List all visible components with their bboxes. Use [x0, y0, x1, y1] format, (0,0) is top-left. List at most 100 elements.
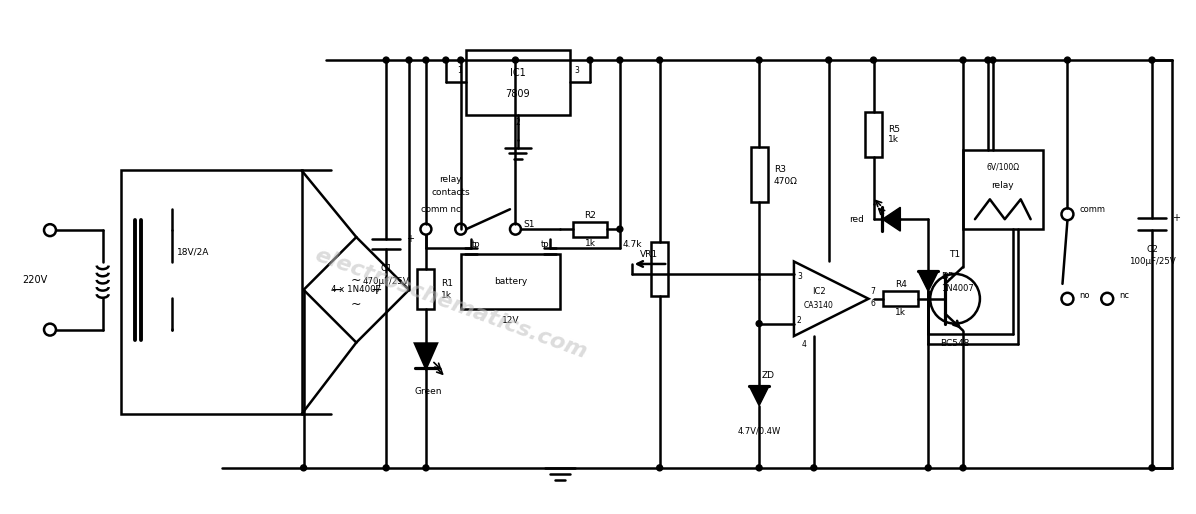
Circle shape [407, 57, 411, 63]
Text: IC2: IC2 [812, 287, 825, 296]
Circle shape [960, 57, 966, 63]
Circle shape [423, 465, 429, 471]
Circle shape [1149, 57, 1155, 63]
Circle shape [300, 465, 306, 471]
Circle shape [657, 57, 663, 63]
Text: 4 x 1N4007: 4 x 1N4007 [331, 285, 382, 295]
Text: S1: S1 [524, 219, 535, 229]
Text: electroschematics.com: electroschematics.com [312, 245, 590, 362]
Bar [573, 222, 608, 236]
Text: R3: R3 [774, 165, 786, 174]
Text: C2: C2 [1146, 245, 1158, 253]
Text: 220V: 220V [23, 275, 48, 285]
Text: 3: 3 [797, 272, 801, 281]
Circle shape [383, 465, 389, 471]
Circle shape [756, 57, 762, 63]
Circle shape [811, 465, 817, 471]
Text: +: + [371, 283, 382, 297]
Text: 470Ω: 470Ω [774, 177, 798, 186]
Text: nc: nc [1119, 291, 1129, 300]
Text: ~: ~ [352, 273, 361, 286]
Text: 4: 4 [801, 340, 806, 348]
Text: ~: ~ [352, 298, 361, 311]
Text: R2: R2 [584, 211, 596, 219]
Text: 1k: 1k [441, 290, 452, 300]
Text: tp: tp [471, 240, 480, 249]
Text: 7809: 7809 [506, 89, 530, 99]
Text: +: + [407, 234, 414, 244]
Text: relay: relay [991, 181, 1014, 190]
Text: 100μF/25V: 100μF/25V [1129, 258, 1176, 266]
Circle shape [587, 57, 593, 63]
Circle shape [458, 57, 464, 63]
Text: R4: R4 [895, 280, 907, 289]
Text: 2: 2 [797, 316, 801, 325]
Bar [417, 269, 434, 309]
Circle shape [960, 465, 966, 471]
Bar [460, 254, 560, 309]
Polygon shape [415, 343, 437, 369]
Circle shape [423, 57, 429, 63]
Text: red: red [849, 215, 864, 224]
Text: T1: T1 [950, 249, 960, 259]
Circle shape [756, 465, 762, 471]
Text: +: + [1172, 213, 1180, 223]
Circle shape [657, 465, 663, 471]
Bar [751, 147, 768, 202]
Text: tp: tp [541, 240, 550, 249]
Circle shape [926, 465, 932, 471]
Circle shape [443, 57, 448, 63]
Text: 18V/2A: 18V/2A [177, 248, 209, 256]
Circle shape [617, 226, 623, 232]
Text: C1: C1 [380, 264, 392, 273]
Circle shape [756, 321, 762, 326]
Text: CA3140: CA3140 [804, 301, 834, 310]
Bar [121, 171, 301, 414]
Circle shape [990, 57, 996, 63]
Text: 7: 7 [871, 287, 875, 296]
Text: comm: comm [1079, 205, 1105, 214]
Text: 1k: 1k [896, 308, 907, 317]
Bar [884, 291, 919, 306]
Text: D5: D5 [941, 272, 953, 281]
Text: 12V: 12V [502, 316, 519, 325]
Polygon shape [919, 271, 938, 291]
Text: 1N4007: 1N4007 [941, 284, 974, 293]
Text: no: no [1079, 291, 1090, 300]
Text: R1: R1 [441, 279, 453, 288]
Bar [465, 50, 570, 115]
Text: IC1: IC1 [509, 68, 526, 78]
Text: 4.7k: 4.7k [622, 240, 642, 249]
Text: R5: R5 [889, 125, 901, 134]
Polygon shape [794, 262, 868, 336]
Circle shape [1149, 465, 1155, 471]
Polygon shape [883, 207, 901, 231]
Text: 2: 2 [515, 118, 520, 127]
Text: 6V/100Ω: 6V/100Ω [987, 162, 1019, 172]
Circle shape [871, 57, 877, 63]
Circle shape [984, 57, 990, 63]
Text: 1k: 1k [889, 135, 899, 144]
Text: contacts: contacts [432, 188, 470, 197]
Text: BC548: BC548 [940, 339, 970, 348]
Text: 1: 1 [457, 66, 462, 75]
Bar [865, 112, 881, 157]
Circle shape [617, 57, 623, 63]
Polygon shape [749, 386, 769, 406]
Text: ZD: ZD [762, 371, 775, 380]
Circle shape [512, 57, 518, 63]
Text: VR1: VR1 [640, 249, 658, 259]
Text: 4.7V/0.4W: 4.7V/0.4W [738, 426, 781, 435]
Circle shape [825, 57, 831, 63]
Circle shape [1064, 57, 1070, 63]
Text: 3: 3 [574, 66, 579, 75]
Text: Green: Green [414, 387, 441, 396]
Text: battery: battery [494, 277, 527, 286]
Text: 1k: 1k [585, 238, 596, 248]
Circle shape [383, 57, 389, 63]
Bar [651, 242, 669, 296]
Bar [963, 150, 1043, 229]
Text: 6: 6 [871, 299, 875, 308]
Text: comm nc: comm nc [421, 205, 460, 214]
Text: relay: relay [439, 175, 462, 184]
